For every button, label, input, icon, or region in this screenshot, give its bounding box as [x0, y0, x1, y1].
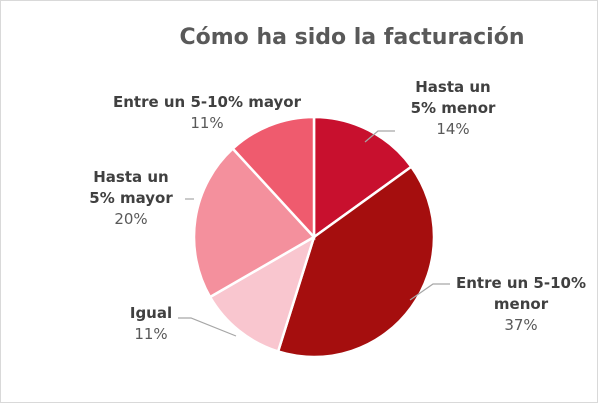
data-label: Entre un 5-10% mayor 11%: [113, 93, 302, 132]
data-label: Hasta un 5% menor 14%: [411, 78, 496, 138]
slice-label: 5% menor: [411, 99, 496, 117]
pie-slice: [208, 234, 317, 354]
leader-line: [364, 130, 395, 143]
pie-slice: [276, 165, 436, 359]
leader-line: [409, 283, 450, 301]
chart-title: Cómo ha sido la facturación: [179, 25, 524, 50]
slice-value: 14%: [436, 120, 469, 138]
data-label: Hasta un 5% mayor 20%: [89, 168, 173, 228]
slice-label: 5% mayor: [89, 189, 173, 207]
slice-label: Hasta un: [93, 168, 168, 186]
slice-label: Hasta un: [415, 78, 490, 96]
data-label: Igual 11%: [130, 304, 172, 343]
slice-value: 20%: [114, 210, 147, 228]
slice-value: 37%: [504, 316, 537, 334]
slice-label: Igual: [130, 304, 172, 322]
leader-line: [178, 317, 237, 337]
slice-label: Entre un 5-10% mayor: [113, 93, 302, 111]
pie-slice: [192, 146, 316, 299]
data-label: Entre un 5-10% menor 37%: [456, 274, 586, 334]
slice-label: menor: [494, 295, 549, 313]
pie-slice: [312, 115, 414, 240]
pie-slice: [231, 115, 316, 241]
slice-label: Entre un 5-10%: [456, 274, 586, 292]
slice-value: 11%: [134, 325, 167, 343]
slice-value: 11%: [190, 114, 223, 132]
